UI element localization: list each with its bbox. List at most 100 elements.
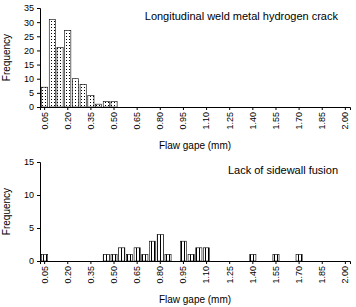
x-axis-title: Flaw gape (mm) [159, 140, 231, 151]
bar [134, 107, 140, 108]
x-axis-line [41, 108, 351, 111]
x-tick-label: 0.95 [178, 112, 188, 130]
x-tick-mark [90, 261, 91, 264]
x-tick-label: 0.35 [86, 266, 96, 284]
bar [157, 107, 163, 108]
bar [281, 261, 287, 262]
x-tick-label: 1.70 [294, 266, 304, 284]
y-tick: 0 [29, 256, 40, 266]
x-tick-label: 0.50 [109, 112, 119, 130]
bar [126, 107, 132, 108]
y-axis: 051015 [24, 157, 41, 266]
y-tick-mark [37, 50, 40, 51]
bar [227, 261, 233, 262]
x-tick: 0.35 [86, 107, 96, 130]
x-tick-mark [345, 261, 346, 264]
x-axis: 0.050.200.350.500.650.800.951.101.251.40… [40, 261, 351, 284]
bar [227, 107, 233, 108]
x-tick: 0.20 [63, 107, 73, 130]
x-tick-label: 1.25 [225, 112, 235, 130]
x-tick: 0.80 [155, 107, 165, 130]
bar [203, 248, 209, 261]
bar [134, 248, 140, 261]
x-tick: 0.05 [40, 107, 50, 130]
bar [119, 248, 125, 261]
figure: 051015202530350.050.200.350.500.650.800.… [0, 0, 356, 307]
bar [65, 31, 71, 107]
bar [250, 107, 256, 108]
x-tick-label: 0.50 [109, 266, 119, 284]
bar [103, 101, 109, 107]
bar [234, 107, 240, 108]
bar [234, 261, 240, 262]
x-tick-mark [90, 107, 91, 110]
x-tick: 0.20 [63, 261, 73, 284]
bar [311, 261, 317, 262]
y-tick-label: 5 [29, 223, 34, 233]
bar [335, 107, 341, 108]
bar [150, 107, 156, 108]
x-tick-label: 1.70 [294, 112, 304, 130]
x-tick-label: 1.85 [317, 266, 327, 284]
y-tick: 0 [29, 102, 40, 112]
x-axis: 0.050.200.350.500.650.800.951.101.251.40… [40, 107, 351, 130]
x-tick-mark [160, 107, 161, 110]
bar [196, 107, 202, 108]
x-tick: 1.55 [271, 261, 281, 284]
y-tick: 10 [24, 74, 40, 84]
x-tick: 0.95 [178, 107, 188, 130]
x-tick-mark [345, 107, 346, 110]
bar [304, 107, 310, 108]
bar [203, 107, 209, 108]
y-tick: 10 [24, 190, 40, 200]
y-tick-mark [37, 107, 40, 108]
bar [111, 254, 117, 261]
bar [288, 107, 294, 108]
x-tick-label: 0.05 [40, 112, 50, 130]
bar [257, 261, 263, 262]
bar [288, 261, 294, 262]
y-tick-label: 20 [24, 46, 34, 56]
bar [142, 254, 148, 261]
x-tick: 0.50 [109, 107, 119, 130]
y-tick-mark [37, 8, 40, 9]
x-tick-label: 1.40 [248, 266, 258, 284]
x-tick: 1.10 [201, 107, 211, 130]
y-tick-label: 5 [29, 88, 34, 98]
x-tick: 0.80 [155, 261, 165, 284]
bar [180, 107, 186, 108]
x-tick-mark [252, 261, 253, 264]
chart-title: Longitudinal weld metal hydrogen crack [145, 10, 339, 22]
x-tick-label: 2.00 [340, 266, 350, 284]
x-tick-mark [183, 261, 184, 264]
bar [219, 107, 225, 108]
bar [311, 107, 317, 108]
x-tick-mark [229, 261, 230, 264]
x-tick-label: 2.00 [340, 112, 350, 130]
bar [173, 261, 179, 262]
x-tick-mark [67, 261, 68, 264]
bar [157, 235, 163, 261]
bar [211, 261, 217, 262]
y-axis-title: Frequency [1, 34, 12, 81]
x-tick: 1.85 [317, 107, 327, 130]
x-tick: 1.70 [294, 261, 304, 284]
bar [165, 254, 171, 261]
x-tick-label: 1.55 [271, 266, 281, 284]
bar [119, 107, 125, 108]
x-tick: 1.10 [201, 261, 211, 284]
x-tick-label: 0.95 [178, 266, 188, 284]
bar [96, 104, 102, 107]
chart: 051015202530350.050.200.350.500.650.800.… [1, 3, 351, 151]
x-tick: 0.50 [109, 261, 119, 284]
x-tick-label: 0.80 [155, 112, 165, 130]
bar [72, 79, 78, 107]
x-tick-mark [183, 107, 184, 110]
x-axis-title: Flaw gape (mm) [159, 294, 231, 305]
x-tick-label: 1.40 [248, 112, 258, 130]
bar [42, 87, 48, 107]
x-tick-mark [44, 107, 45, 110]
x-tick-label: 1.10 [201, 112, 211, 130]
bar [273, 254, 279, 261]
x-tick-mark [299, 261, 300, 264]
